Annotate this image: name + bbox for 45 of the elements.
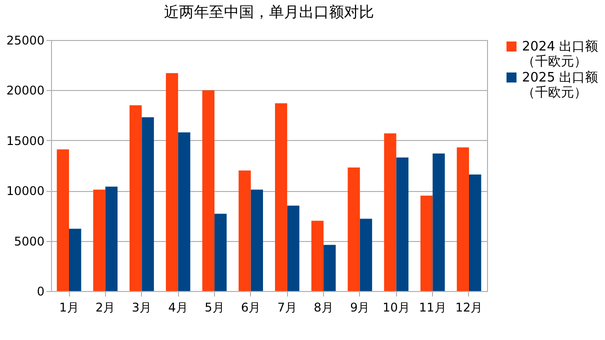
x-tick-label: 8月 [314, 300, 334, 314]
bar [360, 218, 372, 291]
x-tick-label: 6月 [241, 300, 261, 314]
bar [275, 103, 288, 291]
y-tick-label: 25000 [6, 34, 44, 48]
bar [469, 174, 482, 291]
x-tick-label: 9月 [350, 300, 370, 314]
chart-title: 近两年至中国，单月出口额对比 [164, 3, 374, 21]
bar [456, 147, 469, 291]
bar [396, 157, 408, 291]
bar [432, 153, 445, 291]
bar [178, 132, 190, 291]
x-tick-label: 4月 [168, 300, 188, 314]
x-tick-label: 10月 [382, 300, 410, 314]
bar [311, 220, 324, 291]
legend-label: 2025 出口额（千欧元） [522, 70, 598, 100]
bar [93, 190, 106, 291]
y-tick-label: 10000 [6, 184, 44, 198]
legend-label: 2024 出口额（千欧元） [522, 40, 598, 70]
bar [56, 149, 69, 291]
x-tick-label: 5月 [204, 300, 224, 314]
bar [324, 244, 336, 291]
bar [420, 196, 433, 291]
bar [214, 214, 227, 291]
bar [142, 117, 154, 291]
y-tick-label: 0 [36, 284, 44, 298]
x-tick-label: 1月 [59, 300, 79, 314]
y-tick-label: 15000 [6, 134, 44, 148]
bar [105, 186, 118, 291]
bar [130, 105, 142, 291]
bar [202, 90, 214, 291]
x-tick-label: 7月 [277, 300, 297, 314]
bar [250, 190, 263, 291]
x-tick-label: 3月 [132, 300, 152, 314]
bar [69, 228, 82, 291]
bar [384, 133, 396, 291]
y-tick-label: 20000 [6, 84, 44, 98]
bar [238, 170, 251, 291]
bar [348, 168, 360, 291]
bar [287, 206, 300, 291]
bar [166, 73, 178, 291]
x-tick-label: 2月 [96, 300, 116, 314]
x-tick-label: 11月 [418, 300, 446, 314]
y-tick-label: 5000 [14, 234, 44, 248]
x-tick-label: 12月 [455, 300, 483, 314]
